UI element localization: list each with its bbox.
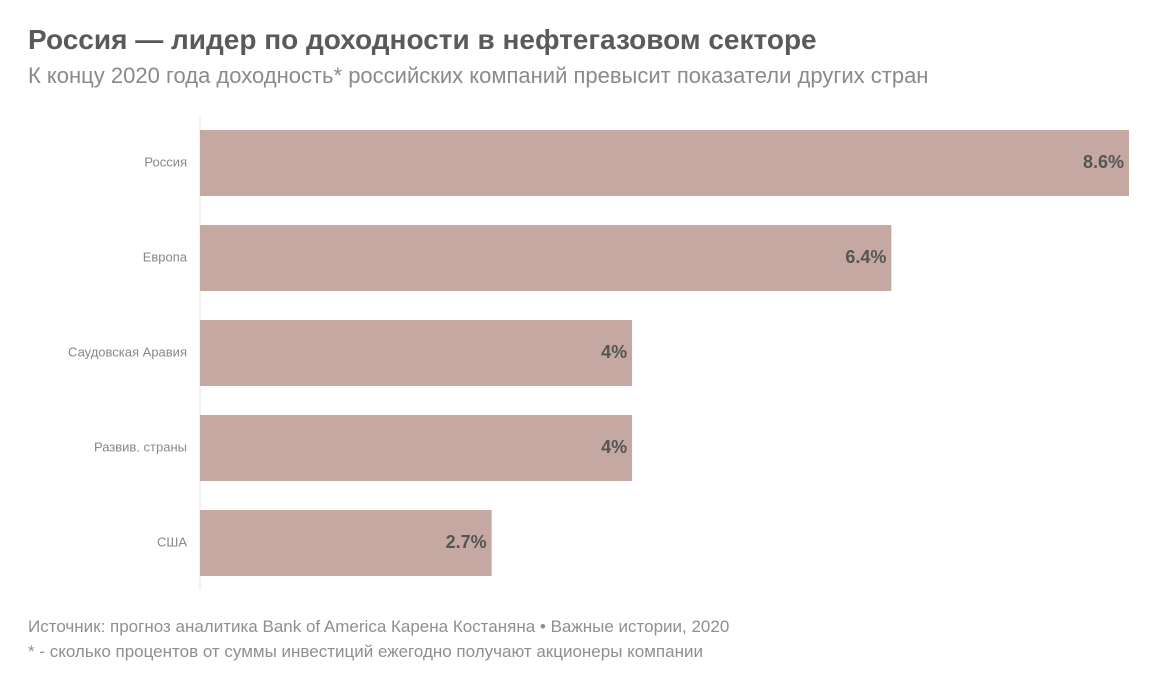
bar-0 <box>200 130 1129 196</box>
category-label-3: Развив. страны <box>94 439 187 454</box>
bar-4 <box>200 510 492 576</box>
value-label-0: 8.6% <box>1083 152 1124 172</box>
bar-3 <box>200 415 633 481</box>
category-label-2: Саудовская Аравия <box>68 344 187 359</box>
footnote: * - сколько процентов от суммы инвестици… <box>28 642 703 661</box>
bar-1 <box>200 225 892 291</box>
source-note: Источник: прогноз аналитика Bank of Amer… <box>28 617 730 636</box>
category-label-1: Европа <box>143 249 188 264</box>
bar-2 <box>200 320 633 386</box>
chart-title: Россия — лидер по доходности в нефтегазо… <box>28 24 817 55</box>
value-label-4: 2.7% <box>446 532 487 552</box>
category-label-4: США <box>157 534 187 549</box>
value-label-1: 6.4% <box>845 247 886 267</box>
value-label-3: 4% <box>601 437 627 457</box>
category-label-0: Россия <box>144 154 187 169</box>
chart-subtitle: К концу 2020 года доходность* российских… <box>28 63 929 88</box>
value-label-2: 4% <box>601 342 627 362</box>
